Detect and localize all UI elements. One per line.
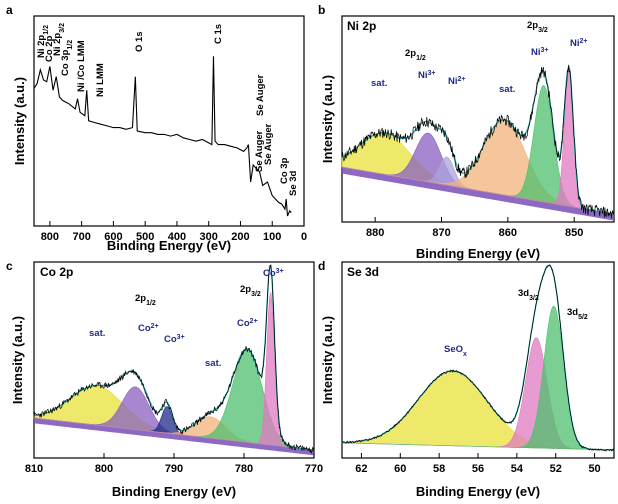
panel-d-annotations: SeOx 3d3/2 3d5/2 [444,288,588,358]
panel-c-x-ticks: 810 800 790 780 770 [25,453,323,475]
panel-b-y-label: Intensity (a.u.) [320,75,335,163]
ann-b-ni2b: Ni2+ [570,38,587,50]
x-tick-label: 54 [511,463,524,475]
ann-c-co2b: Co2+ [237,318,258,330]
raw-spectrum [341,264,615,452]
panel-c-co2p: c Co 2p 810 800 790 780 770 Binding Energy (… [6,259,323,499]
x-tick-label: 100 [263,231,281,243]
x-tick-label: 200 [231,231,249,243]
ann-nilmm: Ni LMM [95,63,106,97]
panel-d-y-label: Intensity (a.u.) [320,316,335,404]
panel-c-annotations: 2p1/2 2p3/2 sat. Co2+ Co3+ sat. Co2+ Co3… [89,268,284,370]
x-tick-label: 800 [95,463,113,475]
x-tick-label: 700 [72,231,90,243]
ann-c1s: C 1s [213,24,224,44]
ann-ni2p12: Ni 2p1/2 [36,25,50,58]
ann-b-ni3b: Ni3+ [531,47,548,59]
x-tick-label: 800 [41,231,59,243]
panel-d-label: d [318,259,325,273]
panel-d-title: Se 3d [347,265,379,279]
panel-b-x-ticks: 880 870 860 850 [366,217,583,239]
ann-co2p: Co 2p [44,35,55,62]
x-tick-label: 400 [168,231,186,243]
panel-a-y-label: Intensity (a.u.) [12,77,27,165]
ann-b-ni3a: Ni3+ [418,70,435,82]
ann-se3d: Se 3d [288,170,299,196]
ann-c-co3b: Co3+ [263,268,284,280]
panel-c-peaks [33,264,315,456]
peak-co3-2p3-2- [33,292,315,451]
panel-a-spectrum [33,56,292,217]
panel-c-label: c [6,259,13,273]
x-tick-label: 850 [565,227,583,239]
x-tick-label: 810 [25,463,43,475]
panel-a-label: a [6,3,13,17]
ann-o1s: O 1s [134,31,145,52]
ann-nicolmm: Ni /Co LMM [76,40,87,92]
background-band [342,167,614,221]
panel-b-x-label: Binding Energy (eV) [416,246,540,261]
panel-d-se3d: d Se 3d 62 60 58 56 54 52 50 Binding Energy (e… [318,259,615,499]
ann-b-sat1: sat. [371,78,387,89]
ann-c-co2a: Co2+ [138,323,159,335]
ann-d-seox: SeOx [444,344,467,358]
panel-c-title: Co 2p [40,265,73,279]
ann-c-sat2: sat. [205,358,221,369]
x-tick-label: 870 [432,227,450,239]
x-tick-label: 52 [550,463,562,475]
ann-b-2p32: 2p3/2 [527,20,548,34]
x-tick-label: 58 [433,463,445,475]
panel-a-annotations: Ni 2p1/2 Co 2p Ni 2p3/2 Co 3p1/2 Ni /Co … [36,23,299,196]
x-tick-label: 500 [136,231,154,243]
ann-c-2p12: 2p1/2 [135,293,156,307]
background-band [34,417,314,456]
x-tick-label: 600 [104,231,122,243]
ann-d-3d52: 3d5/2 [567,307,588,321]
raw-spectrum [33,265,315,454]
panel-c-y-label: Intensity (a.u.) [10,316,25,404]
x-tick-label: 56 [472,463,484,475]
ann-ni2p32: Ni 2p3/2 [52,23,66,56]
panel-d-x-label: Binding Energy (eV) [416,484,540,499]
ann-b-2p12: 2p1/2 [405,48,426,62]
x-tick-label: 880 [366,227,384,239]
panel-a-survey: a 800 700 600 500 400 300 200 100 0 Binding Ener… [6,3,307,253]
ann-c-2p32: 2p3/2 [240,284,261,298]
ann-b-ni2a: Ni2+ [448,76,465,88]
ann-c-sat1: sat. [89,328,105,339]
panel-d-peaks [341,264,615,452]
panel-b-label: b [318,3,325,17]
panel-b-title: Ni 2p [347,19,376,33]
ann-seauger1: Se Auger [255,74,266,116]
raw-spectrum [341,65,615,219]
x-tick-label: 770 [305,463,323,475]
ann-b-sat2: sat. [499,84,515,95]
x-tick-label: 300 [200,231,218,243]
x-tick-label: 62 [355,463,367,475]
x-tick-label: 50 [588,463,600,475]
panel-a-frame [33,15,305,227]
ann-d-3d32: 3d3/2 [518,288,539,302]
panel-c-x-label: Binding Energy (eV) [112,484,236,499]
peak-ni2-2p3-2- [341,69,615,215]
x-tick-label: 860 [499,227,517,239]
ann-seauger3: Se Auger [263,123,274,165]
ann-seauger2: Se Auger [254,130,265,172]
panel-d-x-ticks: 62 60 58 56 54 52 50 [355,453,601,475]
ann-c-co3a: Co3+ [164,334,185,346]
ann-co3p: Co 3p [279,157,290,184]
x-tick-label: 790 [165,463,183,475]
panel-a-x-label: Binding Energy (eV) [107,238,231,253]
survey-line [33,56,292,217]
ann-co3p12: Co 3p1/2 [60,40,74,76]
panel-b-frame [341,15,615,223]
x-tick-label: 780 [235,463,253,475]
panel-b-ni2p: b Ni 2p 880 870 860 850 Binding Energy (eV)… [318,3,615,261]
panel-a-x-ticks: 800 700 600 500 400 300 200 100 0 [41,221,307,243]
panel-b-annotations: 2p1/2 2p3/2 sat. Ni3+ Ni2+ sat. Ni3+ Ni2… [371,20,587,95]
x-tick-label: 60 [394,463,406,475]
panel-b-peaks [341,63,615,221]
x-tick-label: 0 [301,231,307,243]
